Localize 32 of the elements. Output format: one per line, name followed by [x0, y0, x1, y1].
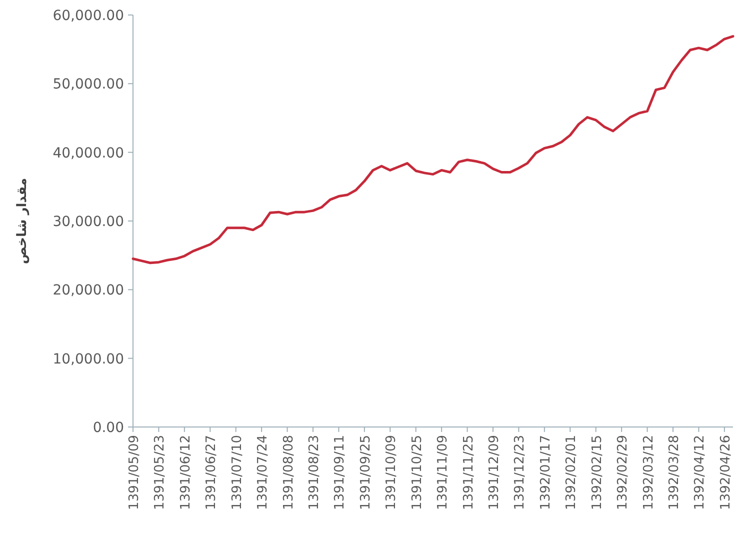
x-tick-label: 1391/11/25 [461, 435, 476, 510]
x-tick-label: 1391/06/12 [178, 435, 194, 510]
x-tick-label: 1392/04/26 [718, 435, 734, 510]
x-tick-label: 1391/07/24 [256, 435, 271, 510]
x-tick-label: 1391/12/09 [487, 435, 502, 510]
x-tick-label: 1391/08/23 [307, 435, 322, 510]
y-axis-title: مقدار شاخص [15, 178, 30, 264]
y-tick-label: 10,000.00 [52, 351, 124, 368]
y-tick-label: 30,000.00 [52, 214, 124, 230]
x-tick-label: 1391/10/25 [410, 435, 425, 510]
x-tick-label: 1391/06/27 [204, 435, 220, 510]
x-tick-label: 1391/05/23 [152, 435, 168, 510]
y-tick-label: 60,000.00 [52, 8, 124, 24]
y-tick-label: 20,000.00 [52, 282, 124, 299]
y-tick-label: 50,000.00 [52, 76, 124, 93]
x-tick-label: 1392/02/15 [590, 435, 605, 510]
x-tick-label: 1391/11/09 [436, 435, 451, 510]
x-tick-label: 1391/08/08 [281, 435, 296, 510]
x-tick-label: 1392/03/28 [667, 435, 682, 510]
x-tick-label: 1392/03/12 [641, 435, 656, 510]
y-tick-label: 40,000.00 [52, 145, 124, 162]
x-tick-label: 1391/07/10 [230, 435, 245, 510]
x-tick-label: 1392/04/12 [692, 435, 708, 510]
x-tick-label: 1391/12/23 [512, 435, 528, 510]
x-tick-label: 1392/02/01 [564, 435, 580, 510]
x-tick-label: 1391/09/25 [358, 435, 374, 510]
x-tick-label: 1391/09/11 [332, 435, 348, 510]
x-tick-label: 1391/10/09 [384, 435, 400, 510]
x-tick-label: 1392/02/29 [616, 435, 631, 510]
x-tick-label: 1392/01/17 [538, 435, 554, 510]
y-tick-label: 0.00 [92, 420, 124, 436]
x-tick-label: 1391/05/09 [127, 435, 142, 510]
